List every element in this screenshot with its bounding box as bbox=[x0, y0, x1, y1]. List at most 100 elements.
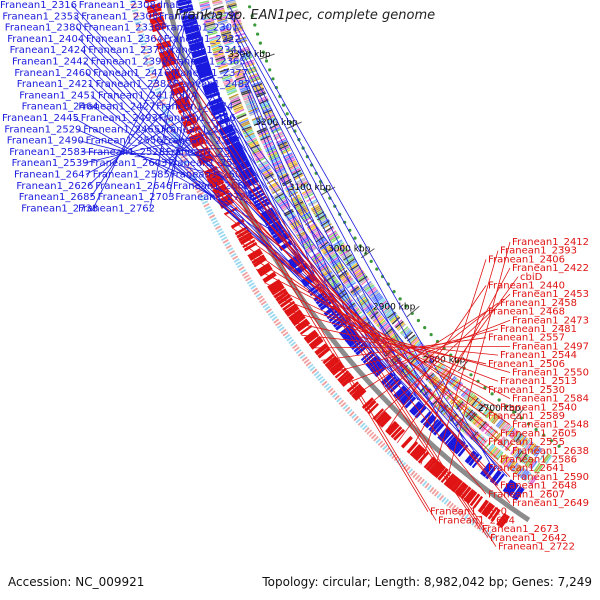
cog-feature-block bbox=[267, 120, 278, 126]
cog-feature-block bbox=[245, 62, 255, 68]
reverse-gene-label: Franean1_2412 bbox=[512, 237, 589, 248]
reverse-gene-label: Franean1_2406 bbox=[488, 254, 565, 265]
cog-feature-block bbox=[377, 340, 387, 349]
feature-block bbox=[346, 408, 353, 415]
forward-gene-arrow bbox=[489, 469, 502, 484]
cog-feature-block bbox=[308, 225, 318, 232]
reverse-gene-arrow bbox=[144, 0, 159, 4]
cog-feature-block bbox=[305, 220, 316, 228]
cog-feature-block bbox=[411, 376, 420, 385]
reverse-gene-label: Franean1_2648 bbox=[500, 481, 577, 492]
reverse-gene-arrow bbox=[337, 370, 350, 382]
tick-label: 3200 kbp bbox=[255, 118, 298, 128]
feature-block bbox=[317, 375, 324, 382]
reverse-gene-arrow bbox=[284, 303, 298, 314]
reverse-gene-arrow bbox=[236, 228, 250, 239]
cog-feature-block bbox=[399, 326, 409, 334]
cog-feature-block bbox=[254, 122, 265, 128]
cog-feature-block bbox=[361, 279, 371, 287]
cog-feature-block bbox=[227, 92, 238, 97]
cog-feature-block bbox=[329, 235, 340, 242]
feature-block bbox=[349, 411, 355, 417]
gc-skew-mark bbox=[469, 373, 473, 377]
cog-feature-block bbox=[263, 141, 273, 148]
cog-feature-block bbox=[238, 117, 248, 123]
cog-feature-block bbox=[353, 268, 363, 276]
cog-feature-block bbox=[508, 444, 516, 454]
cog-feature-block bbox=[410, 337, 419, 346]
cog-feature-block bbox=[480, 439, 489, 448]
forward-gene-label: Franean1_2416 bbox=[93, 68, 170, 79]
cog-feature-block bbox=[477, 420, 486, 429]
cog-feature-block bbox=[530, 460, 538, 470]
cog-feature-block bbox=[270, 126, 281, 133]
reverse-leader-line bbox=[209, 184, 511, 452]
reverse-gene-label: Franean1_2458 bbox=[500, 298, 577, 309]
cog-feature-block bbox=[454, 399, 463, 409]
cog-feature-block bbox=[440, 368, 449, 377]
forward-gene-label: Franean1_2380 bbox=[5, 23, 82, 34]
cog-feature-block bbox=[516, 467, 525, 477]
forward-gene-arrow bbox=[446, 434, 458, 448]
cog-feature-block bbox=[302, 239, 312, 247]
feature-block bbox=[344, 406, 351, 412]
forward-gene-label: Franean1_2377 bbox=[171, 68, 248, 79]
cog-feature-block bbox=[351, 265, 361, 273]
reverse-leader-line bbox=[162, 65, 437, 521]
cog-feature-block bbox=[453, 416, 462, 426]
cog-feature-block bbox=[432, 379, 441, 388]
cog-feature-block bbox=[500, 455, 508, 464]
reverse-gene-arrow bbox=[215, 189, 230, 199]
cog-feature-block bbox=[497, 452, 506, 462]
reverse-gene-arrow bbox=[146, 3, 161, 11]
cog-feature-block bbox=[323, 271, 333, 279]
cog-feature-block bbox=[363, 282, 373, 290]
cog-feature-block bbox=[511, 447, 519, 456]
feature-block bbox=[232, 255, 239, 261]
cog-feature-block bbox=[510, 462, 519, 472]
feature-block bbox=[468, 518, 474, 524]
gc-skew-mark bbox=[416, 318, 420, 323]
cog-feature-block bbox=[543, 454, 551, 464]
reverse-gene-label: Franean1_2649 bbox=[512, 498, 589, 509]
cog-feature-block bbox=[390, 334, 399, 343]
cog-feature-block bbox=[482, 440, 490, 450]
forward-gene-label: Franean1_2460 bbox=[14, 68, 91, 79]
feature-block bbox=[230, 252, 237, 258]
cog-feature-block bbox=[226, 88, 237, 94]
cog-feature-block bbox=[487, 428, 496, 437]
feature-block bbox=[429, 486, 435, 493]
cog-feature-block bbox=[237, 80, 248, 86]
reverse-gene-arrow bbox=[308, 335, 322, 347]
cog-feature-block bbox=[357, 274, 367, 282]
forward-gene-arrow bbox=[199, 74, 215, 83]
feature-block bbox=[153, 84, 160, 89]
feature-block bbox=[183, 160, 190, 165]
forward-gene-arrow bbox=[380, 372, 395, 386]
forward-gene-arrow bbox=[389, 381, 402, 394]
cog-feature-block bbox=[324, 249, 334, 257]
feature-block bbox=[373, 435, 379, 442]
cog-feature-block bbox=[480, 422, 488, 431]
reverse-leader-line bbox=[385, 285, 487, 432]
reverse-gene-label: Franean1_2605 bbox=[500, 428, 577, 439]
forward-gene-label: dnaE bbox=[157, 0, 182, 11]
cog-feature-block bbox=[271, 186, 281, 193]
reverse-gene-arrow bbox=[329, 361, 343, 373]
cog-feature-block bbox=[308, 200, 319, 207]
reverse-gene-arrow bbox=[206, 172, 222, 183]
feature-block bbox=[240, 268, 247, 274]
cog-feature-block bbox=[341, 296, 351, 304]
cog-feature-block bbox=[331, 236, 341, 244]
cog-feature-block bbox=[379, 322, 389, 330]
cog-feature-block bbox=[255, 125, 266, 131]
gc-skew-mark bbox=[253, 23, 257, 27]
forward-gene-arrow bbox=[386, 378, 399, 391]
cog-feature-block bbox=[232, 102, 242, 108]
reverse-leader-line bbox=[239, 241, 487, 417]
reverse-gene-label: cbiD bbox=[520, 272, 543, 283]
cog-feature-block bbox=[256, 127, 267, 133]
cog-feature-block bbox=[274, 134, 285, 141]
cog-feature-block bbox=[226, 50, 237, 55]
reverse-gene-arrow bbox=[423, 456, 435, 469]
